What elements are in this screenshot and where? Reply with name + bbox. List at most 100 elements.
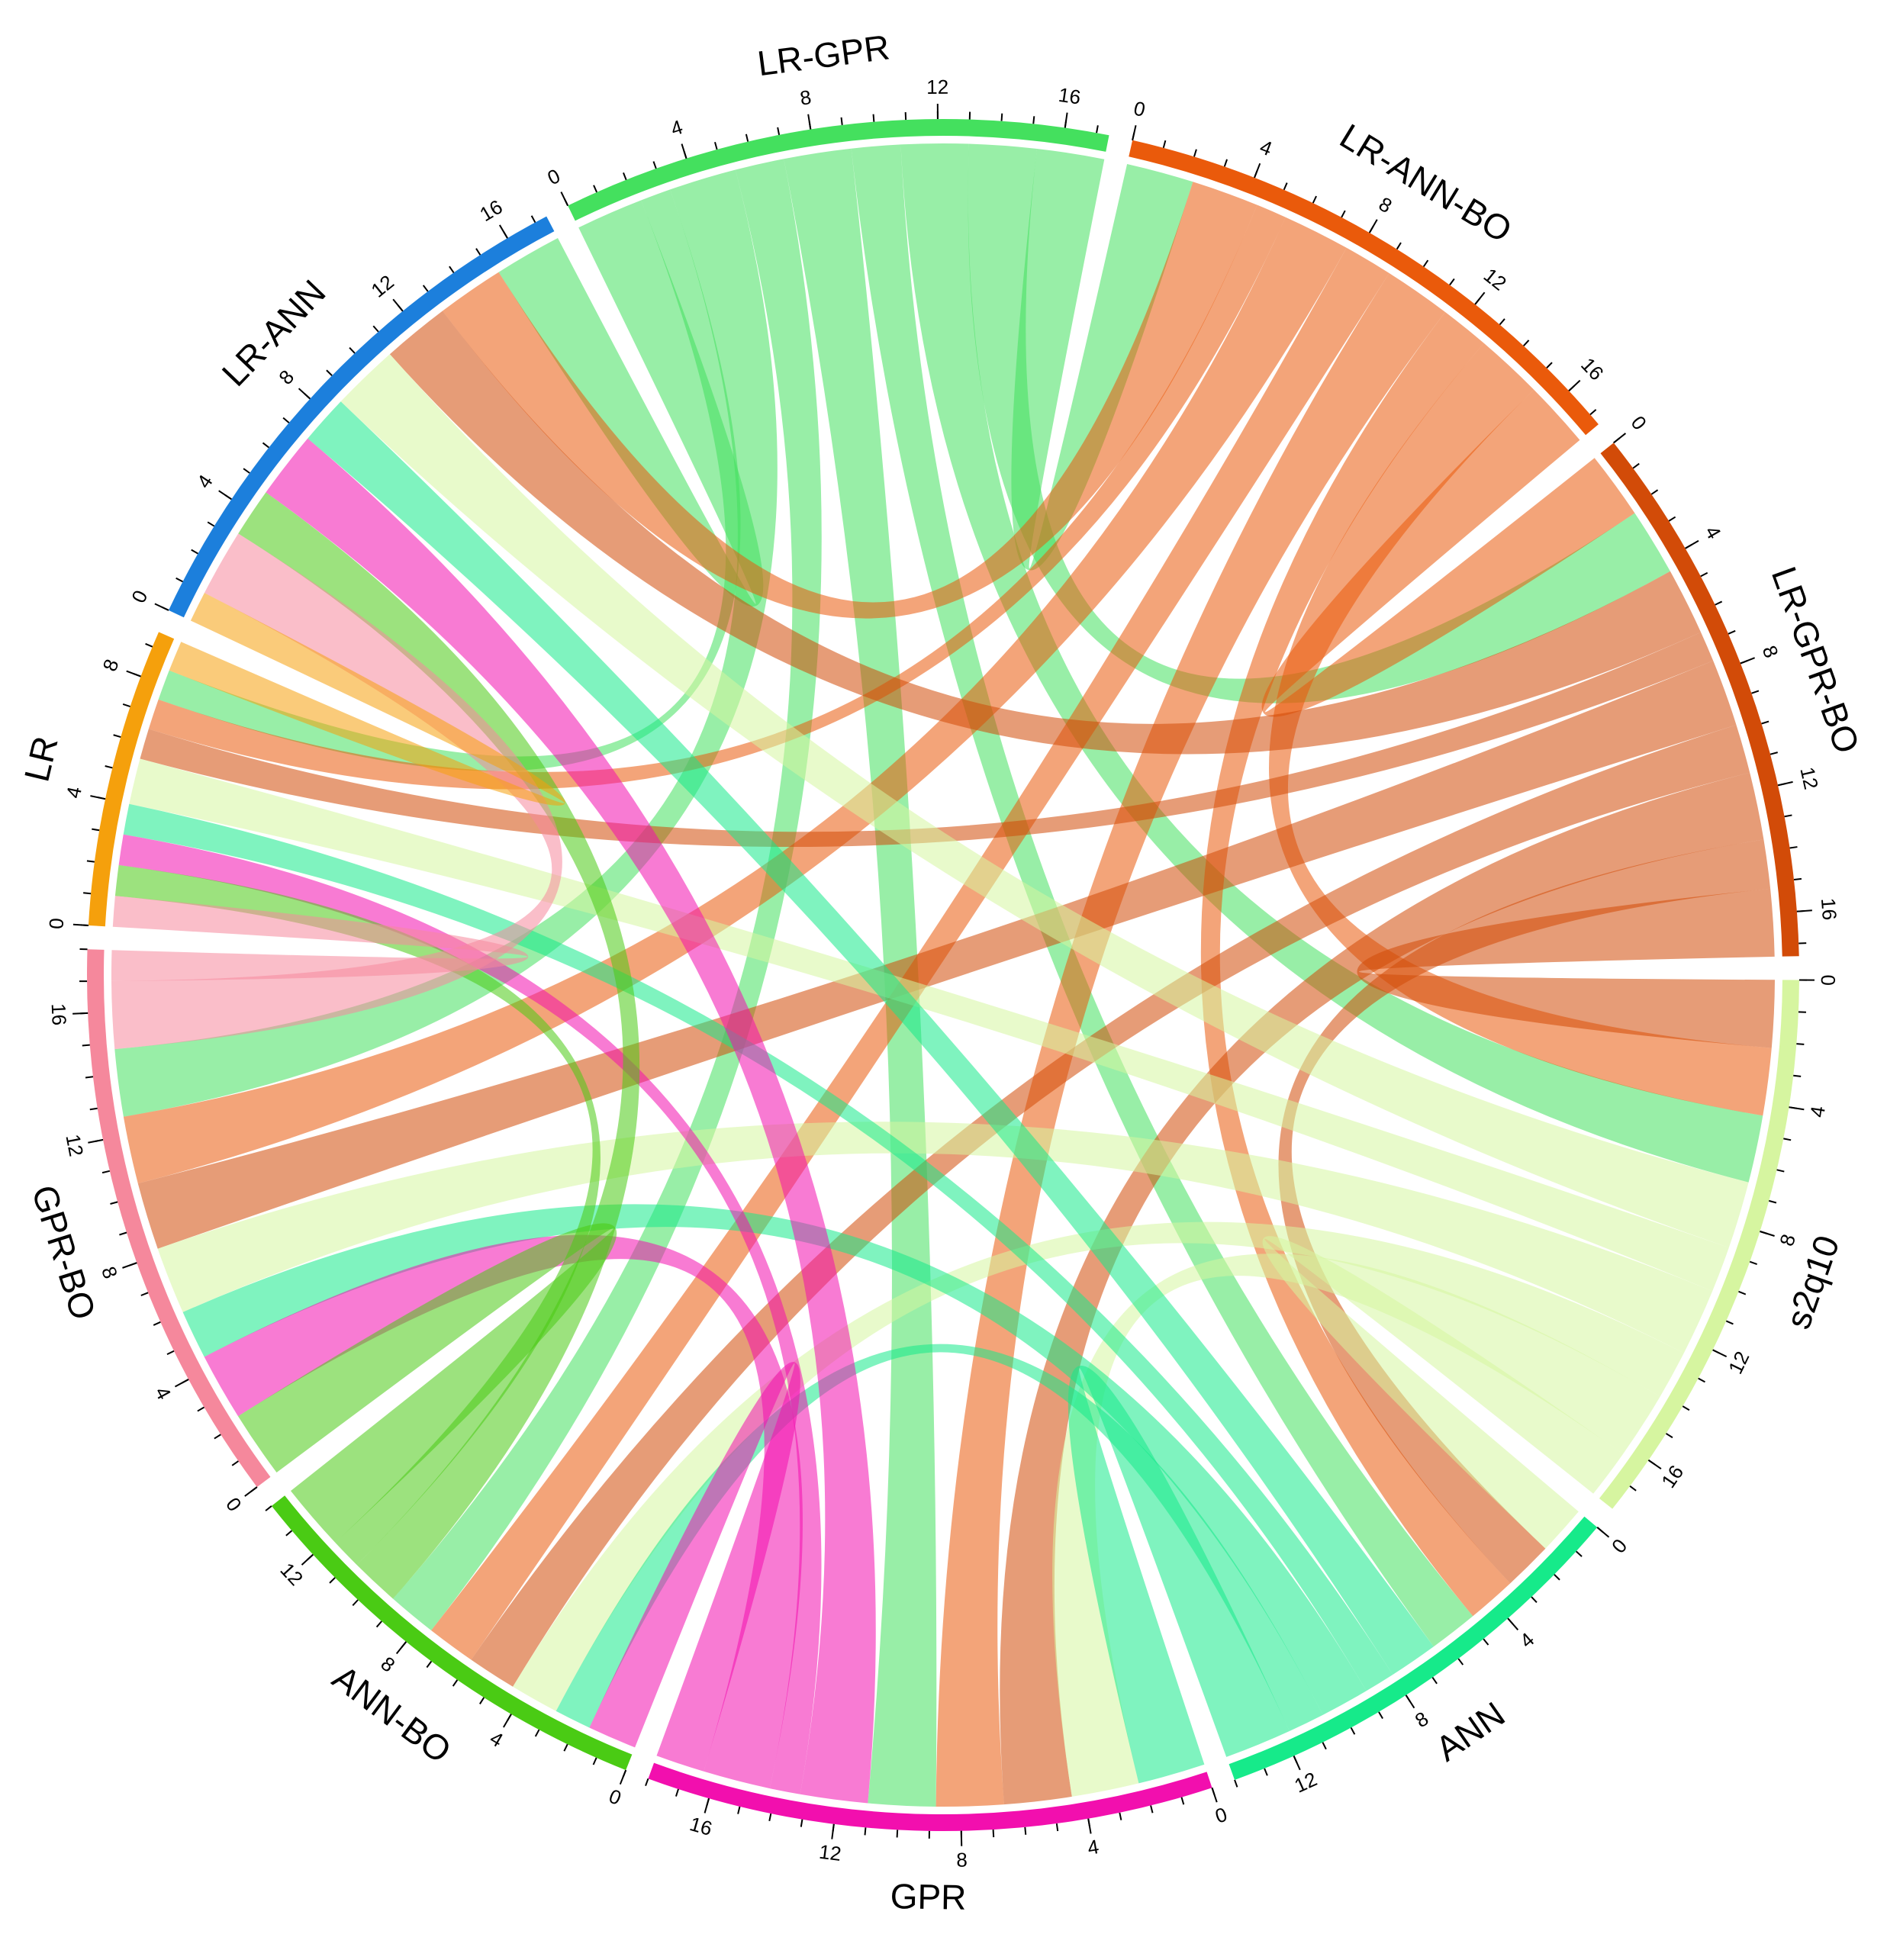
sector-name: GPR-BO	[24, 1180, 104, 1324]
tick-label: 4	[150, 1382, 175, 1403]
minor-tick	[1422, 259, 1429, 267]
minor-tick	[1725, 1320, 1734, 1325]
minor-tick	[714, 141, 718, 150]
sector-name: LR	[16, 732, 65, 785]
minor-tick	[1499, 318, 1505, 326]
minor-tick	[262, 442, 269, 449]
tick-label: 0	[44, 917, 68, 929]
major-tick	[1777, 780, 1793, 787]
minor-tick	[231, 1460, 239, 1466]
major-tick	[1596, 1527, 1610, 1538]
tick-label: 12	[1291, 1767, 1321, 1797]
minor-tick	[1264, 1768, 1268, 1776]
minor-tick	[452, 1679, 459, 1687]
minor-tick	[214, 1434, 221, 1440]
major-tick	[392, 298, 404, 312]
minor-tick	[479, 1697, 485, 1704]
minor-tick	[140, 1292, 149, 1296]
chord	[137, 661, 1737, 1249]
sector-name: ANN-BO	[326, 1657, 459, 1771]
chord	[1052, 1254, 1660, 1797]
minor-tick	[1738, 1290, 1747, 1295]
tick-label: 0	[544, 164, 564, 189]
sector-arc	[648, 1762, 1212, 1832]
major-tick	[174, 1379, 189, 1388]
major-tick	[395, 1641, 407, 1655]
major-tick	[154, 603, 169, 611]
minor-tick	[1793, 877, 1802, 881]
minor-tick	[326, 369, 333, 376]
minor-tick	[1234, 1779, 1238, 1788]
minor-tick	[422, 285, 429, 292]
sector-name: GPR	[890, 1876, 967, 1917]
major-tick	[1712, 1349, 1728, 1358]
minor-tick	[1162, 140, 1167, 149]
tick-label: 16	[687, 1812, 715, 1840]
chord	[238, 1223, 617, 1543]
minor-tick	[1668, 516, 1676, 522]
minor-tick	[1055, 1823, 1059, 1832]
chord	[1269, 343, 1772, 1116]
minor-tick	[1024, 1826, 1027, 1835]
minor-tick	[92, 828, 100, 832]
tick-label: 0	[1627, 411, 1651, 434]
sector-arc	[86, 949, 271, 1488]
minor-tick	[175, 577, 183, 583]
minor-tick	[1629, 1485, 1637, 1492]
sector-arc	[271, 1495, 633, 1771]
major-tick	[1064, 112, 1068, 128]
sector-name: LR-GPR-BO	[1764, 562, 1868, 758]
minor-tick	[1449, 278, 1455, 286]
major-tick	[1647, 1459, 1662, 1469]
minor-tick	[1749, 1260, 1757, 1265]
minor-tick	[1378, 1711, 1383, 1719]
minor-tick	[1546, 362, 1553, 369]
tick-label: 8	[798, 85, 813, 110]
tick-label: 0	[606, 1785, 625, 1810]
minor-tick	[1698, 1377, 1705, 1383]
minor-tick	[282, 417, 290, 423]
minor-tick	[1789, 846, 1798, 849]
minor-tick	[1761, 720, 1769, 725]
tick-label: 8	[376, 1652, 399, 1676]
minor-tick	[1769, 751, 1778, 755]
major-tick	[244, 1486, 258, 1497]
major-tick	[1760, 1231, 1775, 1237]
major-tick	[90, 795, 106, 800]
minor-tick	[592, 1757, 597, 1765]
minor-tick	[153, 1321, 161, 1326]
tick-label: 12	[61, 1132, 88, 1158]
minor-tick	[530, 215, 536, 224]
minor-tick	[145, 642, 153, 648]
major-tick	[1132, 125, 1137, 141]
minor-tick	[166, 1350, 175, 1356]
tick-label: 8	[274, 365, 298, 389]
major-tick	[301, 1553, 314, 1566]
chord	[431, 247, 1389, 1660]
tick-label: 12	[367, 270, 398, 302]
minor-tick	[285, 1530, 293, 1537]
minor-tick	[563, 1743, 568, 1752]
tick-label: 0	[1212, 1803, 1230, 1828]
tick-label: 12	[1724, 1347, 1754, 1377]
tick-label: 4	[62, 784, 86, 800]
sector-arc	[1228, 1516, 1598, 1780]
tick-label: 0	[1817, 974, 1840, 986]
minor-tick	[1554, 1574, 1560, 1581]
major-tick	[1405, 1694, 1415, 1709]
minor-tick	[1150, 1805, 1154, 1814]
chord	[111, 533, 562, 1050]
chord	[1261, 389, 1635, 717]
minor-tick	[105, 765, 113, 769]
chord	[589, 1362, 800, 1772]
minor-tick	[1751, 690, 1760, 694]
tick-label: 8	[1411, 1707, 1432, 1732]
tick-label: 0	[221, 1493, 246, 1516]
minor-tick	[1700, 571, 1708, 578]
major-tick	[1507, 1617, 1519, 1630]
major-tick	[1211, 1787, 1218, 1803]
minor-tick	[1769, 1199, 1777, 1204]
minor-tick	[197, 1406, 205, 1412]
minor-tick	[349, 346, 356, 354]
minor-tick	[1322, 1742, 1327, 1750]
